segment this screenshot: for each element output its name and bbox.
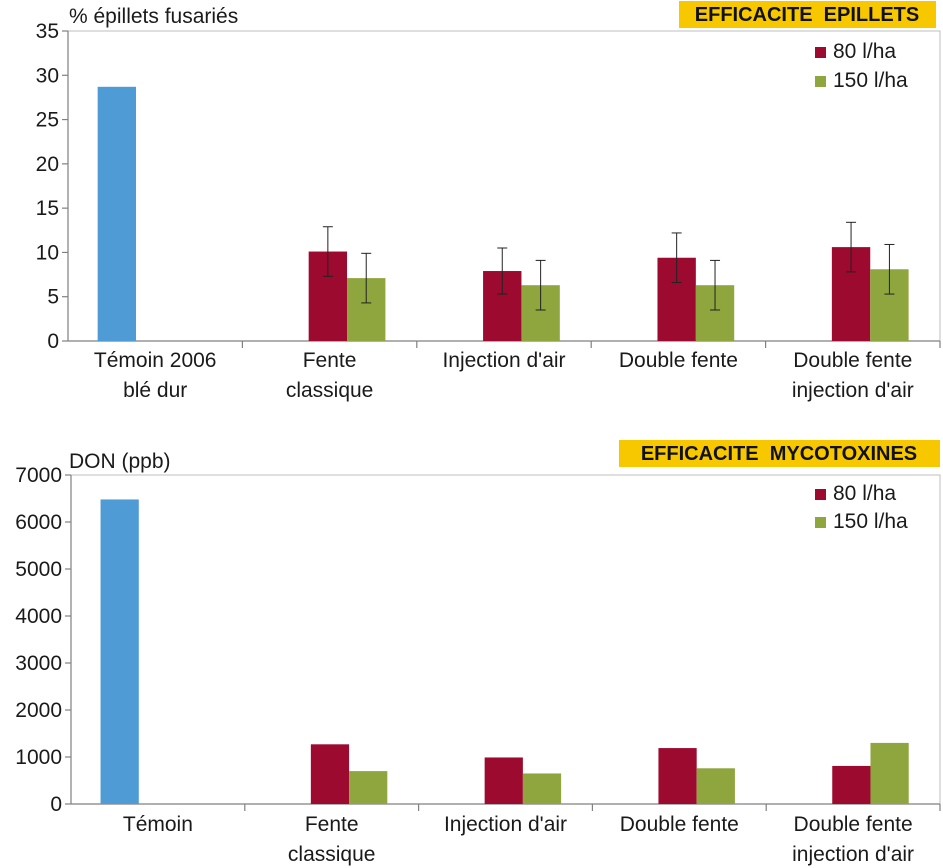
myco-category-label: Double fente injection d'air — [792, 813, 914, 866]
chart-mycotoxines-svg: 0 1000 2000 3000 4000 5000 6000 7000 Témoin Fente… — [15, 440, 941, 866]
epillets-y-tick-label: 20 — [36, 153, 59, 176]
myco-y-tick-label: 3000 — [15, 652, 62, 675]
myco-category-label: Fente classique — [288, 813, 376, 866]
epillets-category-label: Fente classique — [286, 349, 374, 402]
myco-y-tick-label: 1000 — [15, 746, 62, 769]
epillets-y-axis-label: % épillets fusariés — [69, 5, 238, 28]
myco-y-tick-label: 4000 — [15, 605, 62, 628]
epillets-legend-swatch-s150 — [815, 76, 826, 87]
myco-y-axis-label: DON (ppb) — [69, 450, 171, 473]
chart-epillets: 0 5 10 15 20 25 30 35 Témoin 2006 blé dur Fente cla… — [0, 0, 943, 410]
epillets-y-tick-label: 10 — [36, 241, 59, 264]
myco-bar-s80 — [658, 748, 697, 804]
myco-y-tick-label: 2000 — [15, 699, 62, 722]
epillets-category-label: Témoin 2006 blé dur — [94, 349, 217, 402]
chart-epillets-svg: 0 5 10 15 20 25 30 35 Témoin 2006 blé dur Fente cla… — [36, 1, 941, 402]
myco-title-box — [619, 440, 940, 467]
myco-category-label: Double fente — [620, 813, 739, 836]
myco-bar-s80 — [310, 744, 350, 804]
myco-bar-s150 — [696, 768, 735, 804]
myco-category-label: Témoin — [123, 813, 193, 836]
myco-legend-label-s80: 80 l/ha — [833, 482, 896, 505]
epillets-category-label: Double fente injection d'air — [792, 349, 914, 402]
myco-y-tick-label: 5000 — [15, 558, 62, 581]
epillets-y-tick-label: 30 — [36, 64, 59, 87]
myco-legend-label-s150: 150 l/ha — [833, 510, 908, 533]
myco-legend-swatch-s150 — [815, 517, 826, 528]
myco-chart-title: EFFICACITE MYCOTOXINES — [641, 443, 917, 465]
myco-bar-s150 — [870, 742, 909, 804]
epillets-title-box — [679, 1, 936, 28]
epillets-y-tick-label: 0 — [47, 330, 59, 353]
myco-bar-s150 — [349, 771, 388, 804]
epillets-chart-title: EFFICACITE EPILLETS — [695, 4, 919, 26]
epillets-y-tick-label: 35 — [36, 20, 59, 43]
myco-bar-temoin — [100, 499, 139, 804]
epillets-y-tick-label: 15 — [36, 197, 59, 220]
myco-category-label: Injection d'air — [444, 813, 567, 836]
myco-y-tick-label: 6000 — [15, 511, 62, 534]
myco-plot-area — [70, 474, 941, 805]
chart-mycotoxines: 0 1000 2000 3000 4000 5000 6000 7000 Témoin Fente… — [0, 438, 943, 868]
myco-bar-s80 — [832, 765, 871, 804]
epillets-y-tick-label: 5 — [47, 286, 59, 309]
myco-y-tick-label: 0 — [50, 793, 62, 816]
epillets-category-label: Injection d'air — [442, 349, 565, 372]
myco-legend-swatch-s80 — [815, 489, 826, 500]
epillets-legend-label-s150: 150 l/ha — [833, 69, 908, 92]
myco-bar-s150 — [522, 773, 562, 804]
myco-bar-s80 — [484, 757, 523, 804]
myco-y-tick-label: 7000 — [15, 464, 62, 487]
epillets-legend-label-s80: 80 l/ha — [833, 40, 896, 63]
epillets-legend-swatch-s80 — [815, 47, 826, 58]
epillets-category-label: Double fente — [619, 349, 738, 372]
epillets-bar-temoin — [97, 86, 137, 341]
epillets-y-tick-label: 25 — [36, 109, 59, 132]
